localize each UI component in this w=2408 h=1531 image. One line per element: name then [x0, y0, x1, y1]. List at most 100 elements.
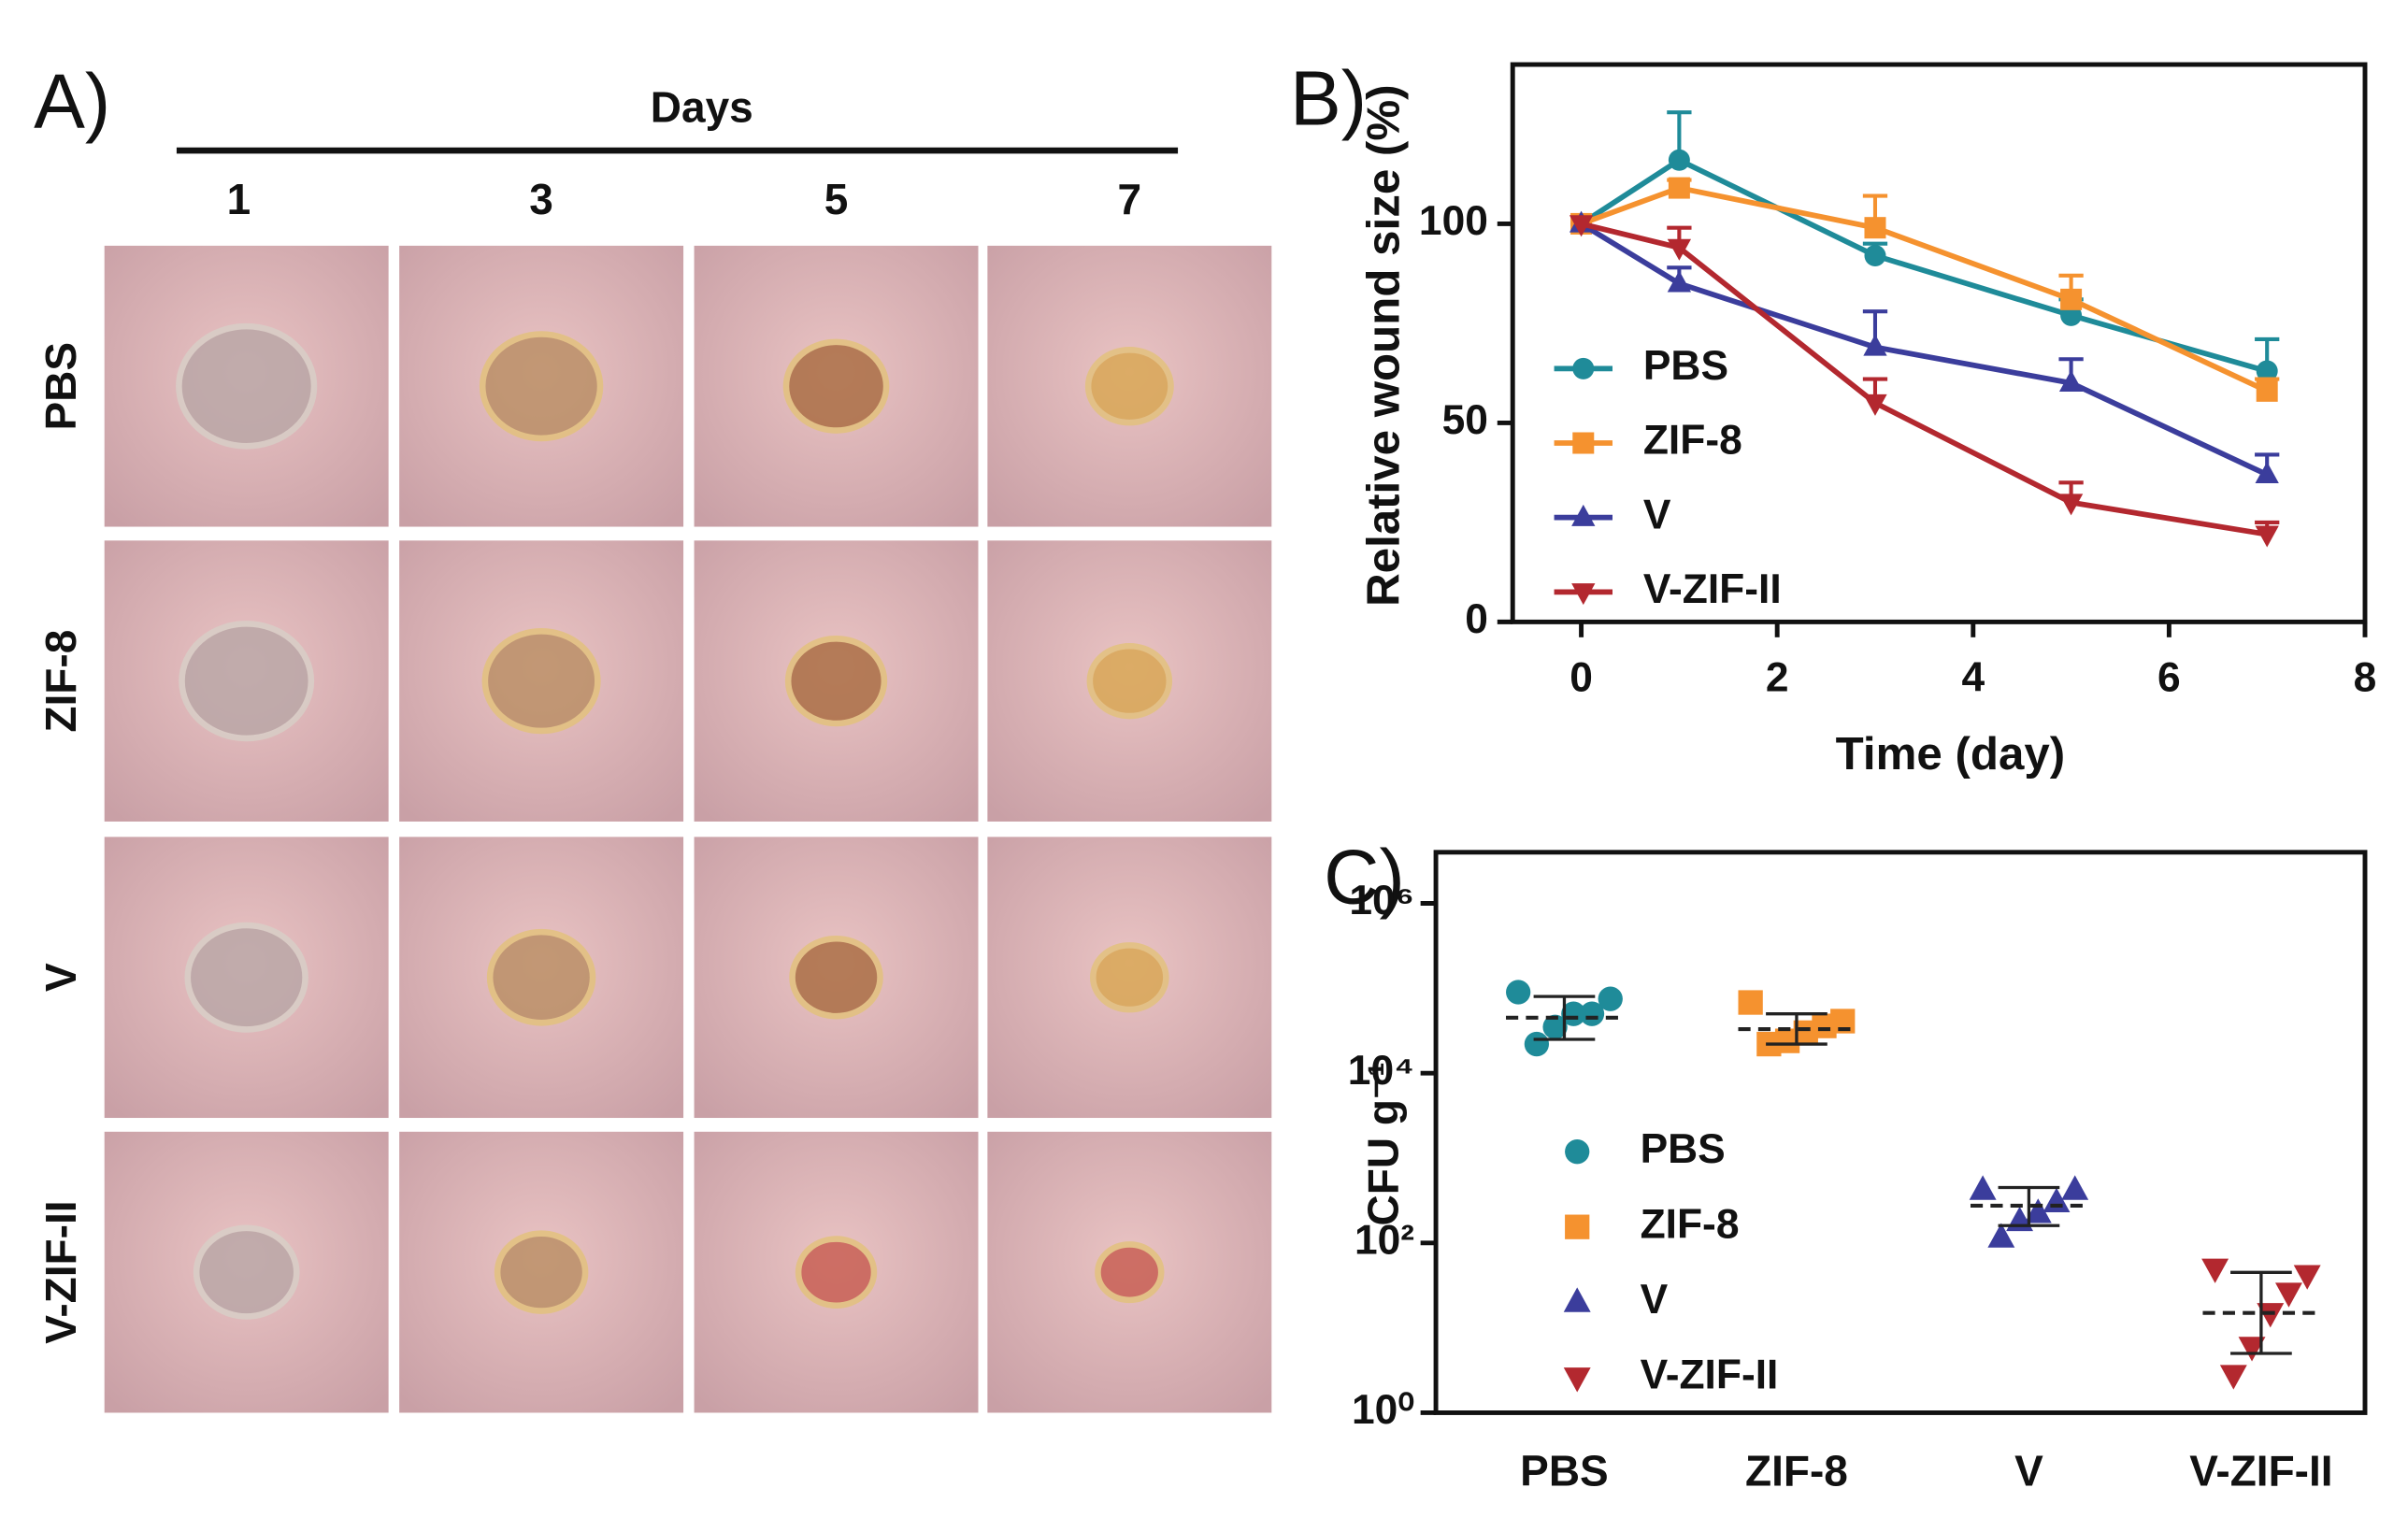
x-tick-label: 8	[2354, 655, 2377, 701]
wound	[494, 1230, 589, 1314]
marker	[1542, 1014, 1568, 1039]
x-axis-label: Time (day)	[1836, 728, 2066, 780]
row-label: ZIF-8	[36, 630, 85, 733]
wound	[784, 635, 888, 727]
column-label: 3	[529, 175, 553, 223]
wound	[486, 928, 596, 1026]
legend-label: V-ZIF-II	[1641, 1352, 1779, 1397]
plot-frame	[1510, 62, 2368, 624]
legend-label: PBS	[1641, 1126, 1726, 1172]
marker	[2275, 1282, 2302, 1308]
wound	[193, 1224, 300, 1320]
marker	[2061, 1175, 2089, 1200]
marker	[1571, 583, 1596, 606]
y-tick-label: 0	[1465, 596, 1488, 642]
marker	[2060, 288, 2083, 310]
marker	[2024, 1198, 2052, 1223]
wound	[1086, 642, 1173, 720]
y-tick-label: 50	[1442, 397, 1488, 443]
marker	[2042, 1187, 2071, 1212]
marker	[1738, 990, 1763, 1015]
column-label: 7	[1118, 175, 1142, 223]
marker	[1565, 1214, 1590, 1239]
header: Days	[651, 82, 753, 131]
panel-label: A)	[34, 60, 110, 145]
legend-label: V	[1641, 1277, 1669, 1323]
legend-label: V-ZIF-II	[1643, 566, 1782, 612]
marker	[1579, 1001, 1605, 1026]
wound	[481, 628, 601, 735]
marker	[1571, 504, 1596, 526]
marker	[1565, 1139, 1590, 1165]
marker	[1969, 1175, 1997, 1200]
wound	[795, 1236, 878, 1309]
wound	[184, 922, 308, 1033]
marker	[1569, 215, 1594, 237]
marker	[2256, 360, 2278, 382]
x-tick-label: V-ZIF-II	[2189, 1446, 2332, 1495]
panel-label: B)	[1290, 56, 1367, 141]
plot-frame	[1433, 850, 2368, 1415]
y-tick-label: 10²	[1354, 1218, 1414, 1264]
marker	[2219, 1365, 2247, 1390]
wound	[179, 621, 315, 742]
row-label: V	[36, 963, 85, 992]
y-tick-label: 100	[1419, 198, 1488, 244]
row-label: V-ZIF-II	[36, 1200, 85, 1343]
marker	[1667, 238, 1692, 261]
row-label: PBS	[36, 342, 85, 431]
marker	[2201, 1258, 2229, 1283]
y-axis-label: Relative wound size (%)	[1358, 84, 1410, 606]
wound	[1095, 1241, 1165, 1304]
marker	[1563, 1287, 1591, 1312]
marker	[1987, 1223, 2015, 1248]
panel-label: C)	[1324, 835, 1405, 920]
y-tick-label: 10⁴	[1348, 1048, 1414, 1094]
wound	[1089, 942, 1169, 1013]
y-tick-label: 10⁶	[1349, 878, 1414, 923]
marker	[1864, 245, 1886, 267]
marker	[1864, 217, 1886, 239]
x-tick-label: PBS	[1520, 1446, 1609, 1495]
marker	[1563, 1367, 1591, 1393]
marker	[1572, 357, 1595, 379]
marker	[2255, 461, 2279, 483]
marker	[1667, 270, 1692, 293]
x-tick-label: ZIF-8	[1745, 1446, 1848, 1495]
column-label: 5	[824, 175, 849, 223]
marker	[2238, 1337, 2266, 1362]
legend-label: ZIF-8	[1643, 418, 1742, 464]
marker	[2293, 1265, 2321, 1290]
wound	[479, 331, 604, 442]
marker	[1561, 1001, 1586, 1026]
column-label: 1	[227, 175, 251, 223]
marker	[1863, 393, 1887, 416]
marker	[2058, 370, 2084, 393]
marker	[1668, 177, 1690, 199]
legend-label: V	[1643, 492, 1671, 537]
y-tick-label: 10⁰	[1352, 1387, 1414, 1433]
x-tick-label: V	[2014, 1446, 2043, 1495]
marker	[1668, 149, 1690, 171]
x-tick-label: 6	[2157, 655, 2181, 701]
marker	[2256, 379, 2278, 402]
y-axis-label: CFU g⁻¹	[1359, 1062, 1408, 1225]
marker	[1524, 1031, 1550, 1057]
marker	[1863, 334, 1887, 356]
wound	[782, 338, 890, 434]
marker	[1506, 980, 1531, 1005]
x-tick-label: 2	[1766, 655, 1789, 701]
marker	[2255, 525, 2279, 548]
legend-label: ZIF-8	[1641, 1201, 1740, 1247]
marker	[2257, 1303, 2285, 1328]
marker	[1598, 986, 1623, 1011]
marker	[2058, 494, 2084, 516]
wound	[1084, 346, 1174, 426]
x-tick-label: 4	[1961, 655, 1985, 701]
legend-label: PBS	[1643, 343, 1728, 389]
wound	[789, 935, 883, 1020]
x-tick-label: 0	[1570, 655, 1593, 701]
marker	[1572, 432, 1595, 454]
